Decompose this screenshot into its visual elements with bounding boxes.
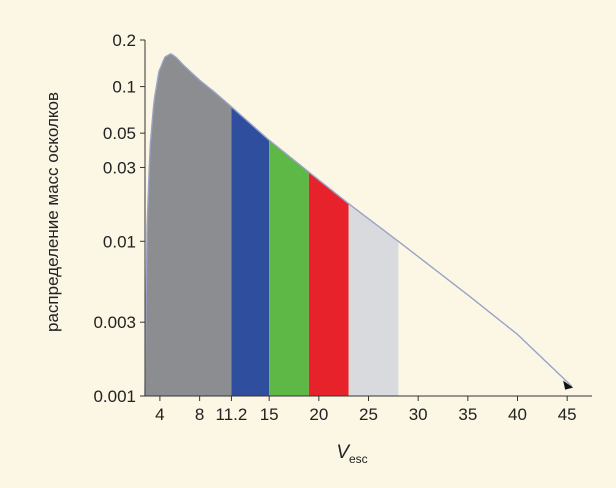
x-tick-label: 4 <box>155 405 164 424</box>
velocity-band-5 <box>348 203 399 396</box>
x-tick-label: 40 <box>508 405 527 424</box>
x-axis-ticks: 4 8 11.2 15 20 25 30 35 40 45 <box>155 396 577 424</box>
velocity-bands <box>145 53 399 397</box>
y-axis-label: распределение масс осколков <box>43 92 62 332</box>
x-tick-label: 35 <box>458 405 477 424</box>
y-tick-label: 0.2 <box>112 31 136 50</box>
x-tick-label: 30 <box>409 405 428 424</box>
x-tick-label: 15 <box>260 405 279 424</box>
y-tick-label: 0.05 <box>103 124 136 143</box>
x-tick-label: 11.2 <box>216 405 248 424</box>
y-tick-label: 0.01 <box>103 232 136 251</box>
x-axis-label-sub: esc <box>349 452 368 466</box>
y-axis-ticks: 0.2 0.1 0.05 0.03 0.01 0.003 0.001 <box>93 31 145 406</box>
x-tick-label: 45 <box>558 405 577 424</box>
x-axis-arrow-icon <box>563 380 574 390</box>
y-tick-label: 0.001 <box>93 387 136 406</box>
y-tick-label: 0.003 <box>93 313 136 332</box>
x-tick-label: 25 <box>359 405 378 424</box>
velocity-band-2 <box>231 106 270 397</box>
velocity-band-4 <box>308 172 349 396</box>
distribution-curve <box>144 53 573 397</box>
velocity-band-3 <box>269 140 309 396</box>
y-tick-label: 0.03 <box>103 158 136 177</box>
x-tick-label: 8 <box>195 405 204 424</box>
x-tick-label: 20 <box>309 405 328 424</box>
y-tick-label: 0.1 <box>112 78 136 97</box>
velocity-band-1 <box>145 53 232 397</box>
x-axis-label-var: V <box>336 442 351 463</box>
x-axis-label: Vesc <box>336 442 367 466</box>
